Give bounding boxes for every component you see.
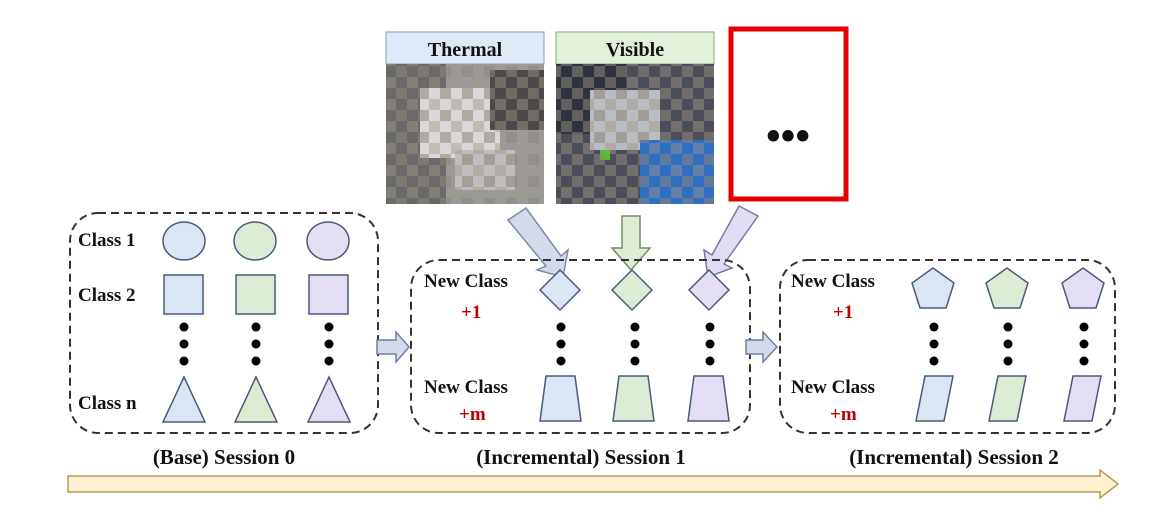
- parallelogram-blue: [915, 375, 954, 422]
- thermal-panel: Thermal: [385, 31, 545, 204]
- session2-plus1: +1: [833, 302, 853, 323]
- trapezoid-purple: [687, 375, 730, 422]
- session0-box: Class 1 Class 2 Class n: [69, 212, 379, 434]
- session1-box: New Class +1 New Class +m: [410, 259, 751, 434]
- square-green: [235, 274, 276, 315]
- triangle-green: [233, 375, 279, 423]
- parallelogram-green: [988, 375, 1027, 422]
- pentagon-blue: [911, 267, 955, 309]
- circle-green: [233, 221, 277, 261]
- class2-label: Class 2: [78, 285, 136, 306]
- timeline-arrow: [67, 468, 1120, 500]
- diamond-purple: [687, 268, 731, 312]
- session0-caption: (Base) Session 0: [153, 445, 295, 469]
- more-panel: •••: [728, 26, 849, 202]
- triangle-blue: [161, 375, 207, 423]
- parallelogram-purple: [1063, 375, 1102, 422]
- diamond-green: [610, 268, 654, 312]
- visible-label: Visible: [606, 39, 664, 61]
- circle-purple: [306, 221, 350, 261]
- session1-plusm: +m: [459, 404, 486, 425]
- thermal-label: Thermal: [428, 39, 503, 61]
- session2-plusm: +m: [830, 404, 857, 425]
- session0-vertical-dots: [179, 322, 334, 366]
- session2-box: New Class +1 New Class +m: [779, 259, 1116, 434]
- ellipsis-label: •••: [766, 114, 810, 160]
- session1-caption: (Incremental) Session 1: [476, 445, 686, 469]
- square-blue: [163, 274, 204, 315]
- session0-to-1-arrow: [376, 329, 410, 365]
- diamond-blue: [538, 268, 582, 312]
- class1-label: Class 1: [78, 230, 136, 251]
- thermal-header-box: [385, 31, 545, 65]
- visible-down-arrow: [610, 215, 652, 272]
- session1-new-class-top: New Class: [424, 271, 508, 292]
- session1-plus1: +1: [461, 302, 481, 323]
- session1-new-class-bottom: New Class: [424, 377, 508, 398]
- session2-caption: (Incremental) Session 2: [849, 445, 1059, 469]
- circle-blue: [162, 221, 206, 261]
- square-purple: [308, 274, 349, 315]
- more-down-arrow: [703, 204, 760, 279]
- classn-label: Class n: [78, 393, 137, 414]
- triangle-purple: [306, 375, 352, 423]
- visible-image: [556, 64, 714, 204]
- thermal-image: [386, 64, 544, 204]
- trapezoid-blue: [539, 375, 582, 422]
- session1-vertical-dots: [556, 322, 715, 366]
- pentagon-purple: [1061, 267, 1105, 309]
- trapezoid-green: [612, 375, 655, 422]
- visible-panel: Visible: [555, 31, 715, 204]
- session2-new-class-bottom: New Class: [791, 377, 875, 398]
- session1-to-2-arrow: [745, 330, 779, 364]
- pentagon-green: [985, 267, 1029, 309]
- more-highlight-box: [728, 26, 849, 202]
- session2-new-class-top: New Class: [791, 271, 875, 292]
- thermal-down-arrow: [506, 206, 570, 278]
- session2-vertical-dots: [929, 322, 1089, 366]
- visible-header-box: [555, 31, 715, 65]
